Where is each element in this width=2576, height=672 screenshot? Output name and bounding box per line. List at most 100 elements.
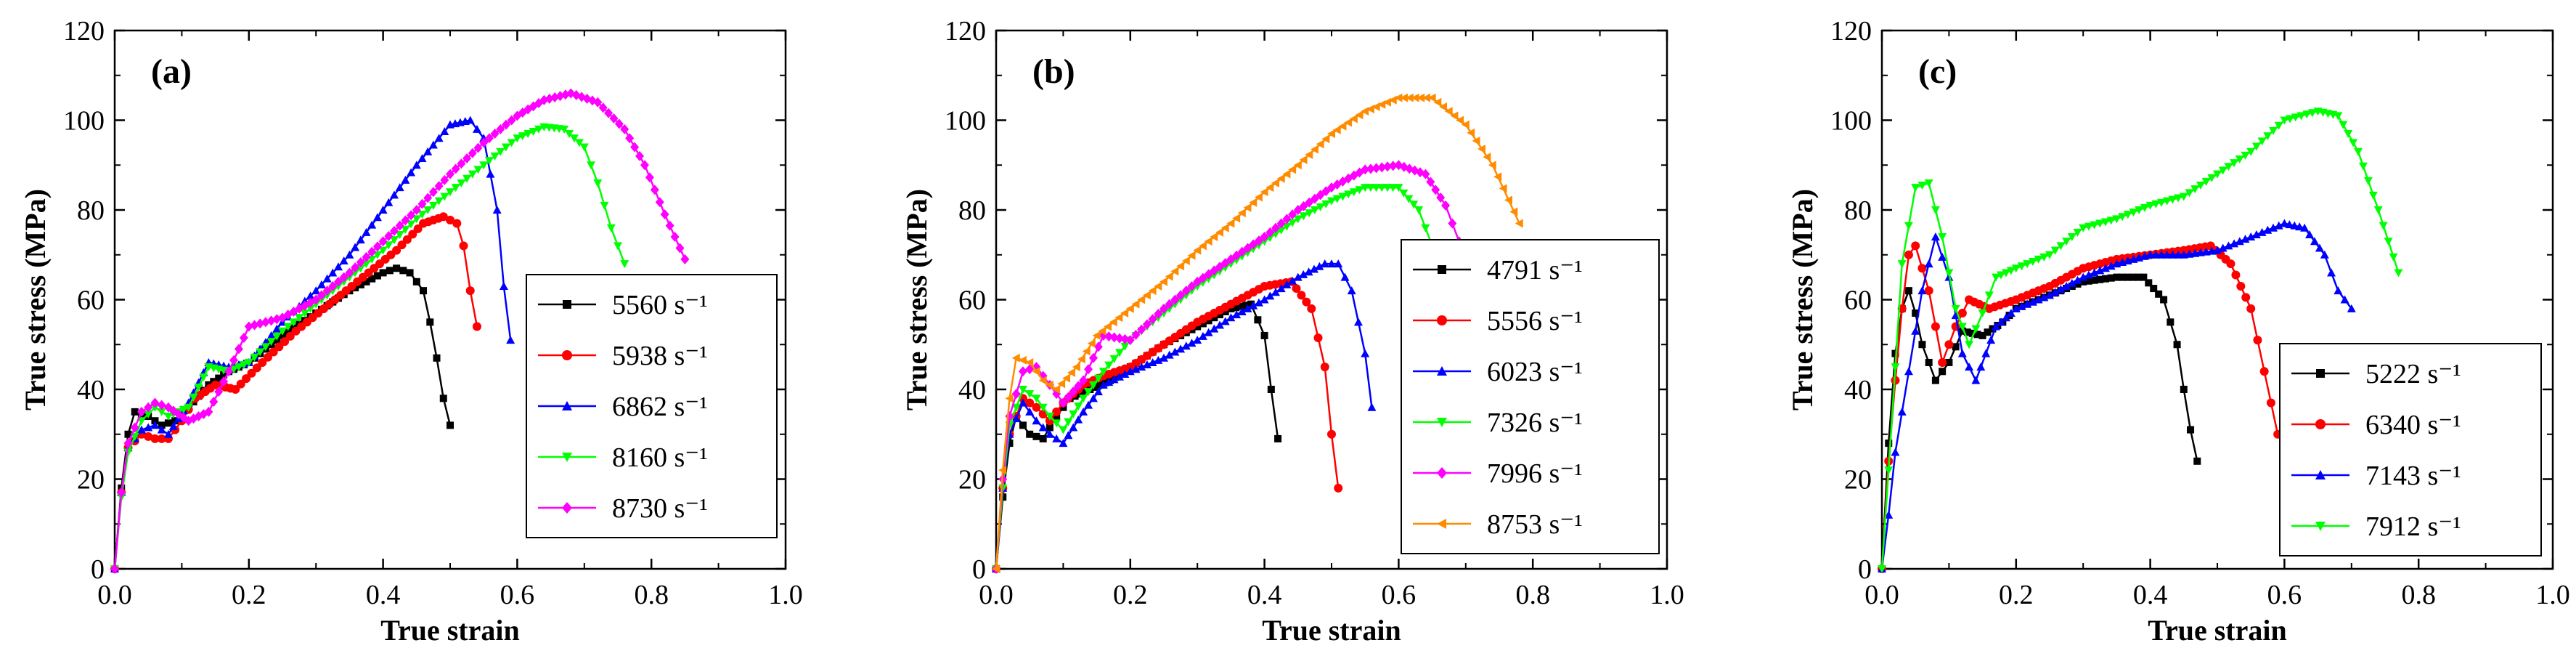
data-point — [1515, 219, 1523, 228]
data-point — [2218, 243, 2227, 252]
data-point — [279, 331, 286, 339]
data-point — [2145, 279, 2153, 287]
data-point — [1215, 262, 1224, 272]
x-tick-label: 0.6 — [500, 580, 535, 610]
data-point — [2017, 301, 2026, 310]
data-point — [1912, 309, 1920, 317]
data-point — [1232, 304, 1240, 312]
data-point — [2084, 222, 2093, 231]
data-point — [1062, 373, 1071, 383]
data-point — [378, 236, 388, 247]
y-tick-label: 120 — [945, 16, 986, 46]
data-point — [1965, 341, 1974, 349]
data-point — [473, 142, 483, 153]
data-point — [2354, 147, 2363, 156]
data-point — [1931, 322, 1940, 331]
data-point — [362, 227, 371, 236]
data-point — [1109, 317, 1117, 327]
data-point — [1242, 301, 1250, 309]
data-point — [650, 185, 659, 195]
data-point — [1400, 93, 1409, 102]
series-1 — [993, 300, 1282, 572]
data-point — [2095, 266, 2105, 275]
data-point — [407, 220, 416, 229]
data-point — [1361, 184, 1370, 193]
data-point — [1104, 361, 1114, 370]
data-point — [1074, 415, 1083, 424]
data-point — [131, 408, 139, 416]
data-point — [518, 132, 527, 141]
data-point — [2118, 273, 2126, 281]
data-point — [2079, 278, 2087, 286]
legend-marker — [562, 401, 572, 410]
data-point — [356, 280, 364, 288]
data-point — [1394, 93, 1403, 102]
data-point — [1338, 193, 1348, 201]
data-point — [1355, 110, 1364, 120]
data-point — [1897, 407, 1907, 416]
data-point — [244, 358, 253, 367]
data-point — [1427, 93, 1436, 102]
data-point — [2290, 221, 2299, 230]
legend-marker — [562, 350, 572, 360]
data-point — [2213, 246, 2222, 254]
data-point — [1493, 172, 1502, 182]
data-point — [1125, 304, 1134, 313]
legend-marker — [1437, 519, 1446, 529]
data-point — [507, 139, 516, 147]
data-point — [420, 287, 428, 295]
data-point — [284, 328, 292, 336]
data-point — [1433, 97, 1442, 107]
data-point — [1170, 294, 1180, 305]
data-point — [194, 383, 203, 392]
data-point — [220, 371, 228, 378]
data-point — [465, 116, 475, 124]
data-point — [295, 314, 304, 323]
data-point — [451, 163, 460, 174]
data-point — [1957, 323, 1967, 331]
data-point — [2259, 367, 2269, 376]
data-point — [1274, 434, 1282, 442]
data-point — [2074, 280, 2082, 288]
data-point — [1226, 313, 1236, 322]
data-point — [1957, 309, 1967, 318]
data-point — [506, 336, 515, 344]
series-2 — [1878, 241, 2283, 573]
data-point — [390, 190, 399, 199]
legend-box — [1401, 239, 1660, 554]
legend-label: 7912 s⁻¹ — [2365, 511, 2461, 542]
data-point — [620, 260, 629, 269]
data-point — [2246, 304, 2256, 313]
data-point — [1193, 276, 1202, 287]
data-point — [534, 125, 543, 134]
data-point — [317, 280, 326, 288]
data-point — [440, 193, 449, 201]
data-point — [1409, 201, 1419, 209]
data-point — [384, 231, 394, 242]
data-point — [144, 423, 153, 432]
data-point — [2310, 237, 2319, 246]
data-point — [1310, 145, 1318, 154]
data-point — [1120, 342, 1130, 351]
data-point — [412, 215, 421, 224]
data-point — [440, 174, 449, 185]
data-point — [1052, 407, 1061, 416]
data-point — [1243, 243, 1252, 254]
data-point — [2187, 426, 2195, 434]
data-point — [1965, 363, 1974, 371]
data-point — [1032, 402, 1041, 412]
data-point — [1394, 184, 1403, 193]
data-point — [1249, 239, 1258, 250]
data-point — [1099, 368, 1108, 376]
data-point — [1347, 286, 1356, 295]
data-point — [502, 143, 510, 152]
data-point — [2230, 159, 2239, 168]
data-point — [1077, 355, 1085, 364]
data-point — [1018, 386, 1027, 394]
data-point — [2224, 241, 2233, 250]
panel-label: (b) — [1032, 52, 1075, 91]
data-point — [1011, 414, 1021, 423]
data-point — [1025, 407, 1035, 416]
data-point — [640, 160, 649, 171]
